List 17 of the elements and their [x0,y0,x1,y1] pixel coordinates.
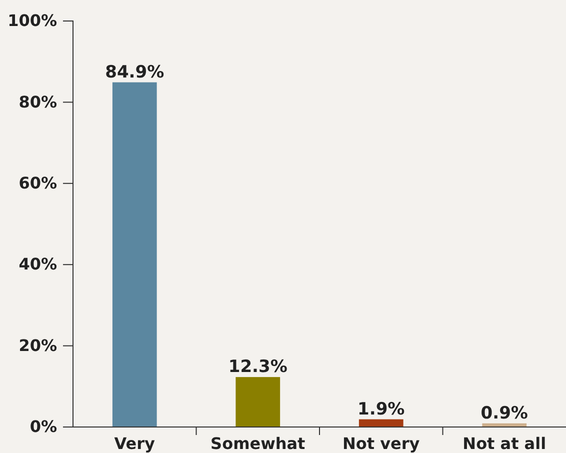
x-tick-label: Not very [342,434,420,453]
y-tick-label: 100% [8,11,57,30]
y-tick-label: 40% [18,254,57,274]
data-label: 0.9% [480,403,528,424]
bar [236,377,280,427]
y-tick-label: 0% [30,417,57,436]
y-tick-label: 60% [18,174,57,193]
y-tick-label: 80% [18,92,57,112]
x-tick-label: Somewhat [210,434,306,453]
bar [358,419,404,427]
data-label: 12.3% [228,357,288,378]
x-tick-label: Not at all [462,434,546,453]
data-label: 1.9% [358,399,405,420]
bar [112,82,157,427]
data-label: 84.9% [105,62,164,82]
y-tick-label: 20% [18,336,57,355]
x-tick-label: Very [114,434,156,453]
